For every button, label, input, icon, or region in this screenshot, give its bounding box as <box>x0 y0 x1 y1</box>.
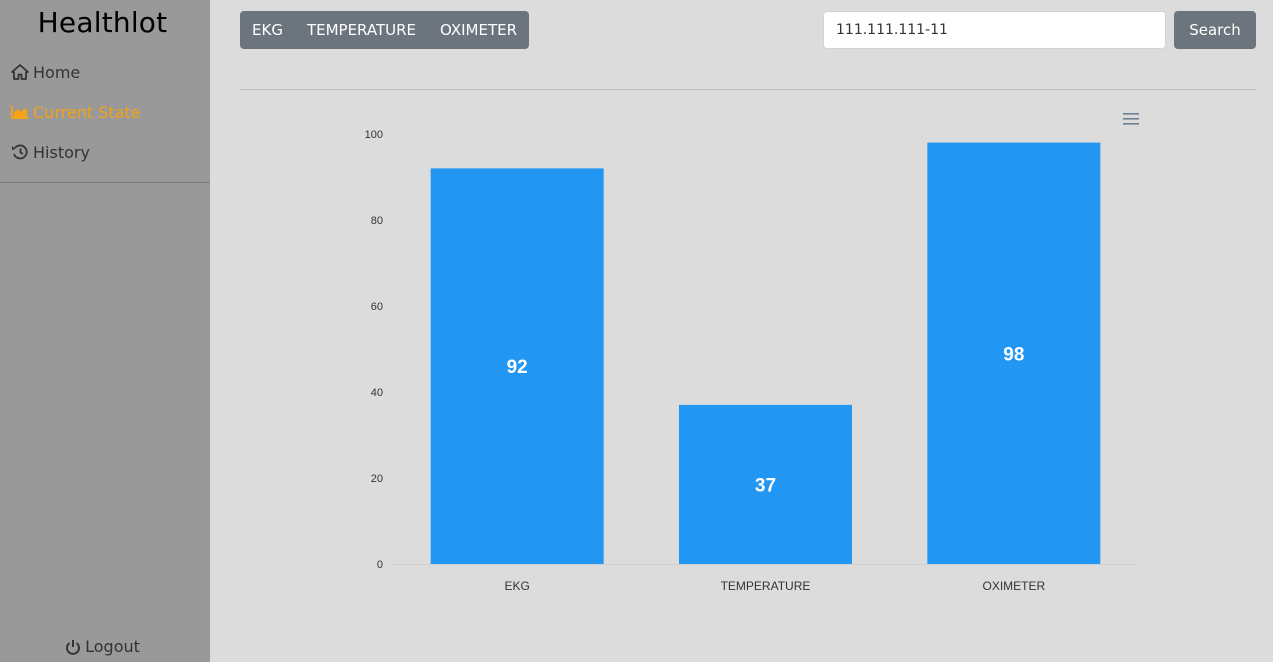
search-button[interactable]: Search <box>1174 11 1256 49</box>
y-tick-label: 20 <box>371 473 383 485</box>
sidebar-item-label: Home <box>33 62 81 82</box>
bar-temperature[interactable] <box>679 404 852 564</box>
y-tick-label: 100 <box>365 129 383 141</box>
sidebar-item-label: Current State <box>33 102 141 122</box>
brand-title: Healthlot <box>37 6 168 39</box>
bar-oximeter[interactable] <box>927 142 1101 564</box>
data-label: 98 <box>1003 344 1024 365</box>
sidebar-item-current-state[interactable]: Current State <box>0 92 210 132</box>
data-label: 92 <box>507 357 528 378</box>
search-input[interactable] <box>823 11 1166 49</box>
history-icon <box>11 144 29 160</box>
logout-label: Logout <box>85 637 140 656</box>
y-tick-label: 40 <box>371 387 383 399</box>
y-tick-label: 0 <box>377 559 383 571</box>
sidebar-nav: Home Current State History <box>0 52 210 172</box>
sidebar-divider <box>0 182 210 183</box>
tab-oximeter[interactable]: OXIMETER <box>440 21 518 39</box>
data-label: 37 <box>755 475 776 496</box>
home-icon <box>11 64 29 80</box>
chart-svg: 0 20 40 60 80 100 92 EKG 37 TEMPERATURE 98 OXIMETER <box>365 129 1138 593</box>
x-tick-label: TEMPERATURE <box>721 579 811 593</box>
x-tick-label: EKG <box>504 579 529 593</box>
chart-menu-icon[interactable] <box>1120 110 1142 128</box>
header-divider <box>240 89 1256 90</box>
sidebar-item-history[interactable]: History <box>0 132 210 172</box>
y-tick-label: 80 <box>371 215 383 227</box>
sidebar-item-label: History <box>33 142 90 162</box>
sidebar-item-home[interactable]: Home <box>0 52 210 92</box>
power-icon <box>65 639 81 655</box>
logout-button[interactable]: Logout <box>0 637 205 656</box>
y-tick-label: 60 <box>371 301 383 313</box>
area-chart-icon <box>11 104 29 120</box>
x-tick-label: OXIMETER <box>982 579 1045 593</box>
sensor-tab-group: EKG TEMPERATURE OXIMETER <box>240 11 530 49</box>
tab-ekg[interactable]: EKG <box>252 21 283 39</box>
bar-ekg[interactable] <box>430 168 604 564</box>
sidebar: Healthlot Home Current State History Log… <box>0 0 210 662</box>
bar-chart: 0 20 40 60 80 100 92 EKG 37 TEMPERATURE 98 OXIMETER <box>240 100 1256 620</box>
tab-temperature[interactable]: TEMPERATURE <box>306 21 416 39</box>
